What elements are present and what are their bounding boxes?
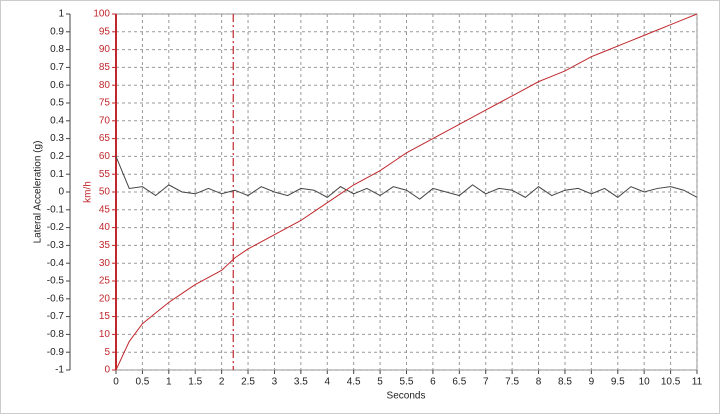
y-tick-label: -1	[55, 365, 64, 376]
x-tick-label: 0.5	[135, 377, 149, 388]
y2-tick-label: 50	[99, 187, 111, 198]
x-tick-label: 9.5	[611, 377, 625, 388]
y2-tick-label: 95	[99, 26, 111, 37]
y-tick-label: -0.5	[47, 276, 65, 287]
y-tick-label: 0.9	[50, 26, 64, 37]
x-tick-label: 5.5	[400, 377, 414, 388]
y-tick-label: 0.3	[50, 133, 64, 144]
y2-axis-label: km/h	[83, 181, 94, 203]
y2-tick-label: 75	[99, 98, 111, 109]
x-tick-label: 2.5	[241, 377, 255, 388]
y-tick-label: -0.8	[47, 329, 65, 340]
y2-tick-label: 65	[99, 133, 111, 144]
y-tick-label: 0.8	[50, 44, 64, 55]
y-axis-label: Lateral Acceleration (g)	[33, 141, 44, 244]
y-tick-label: 0.4	[50, 115, 64, 126]
y2-tick-label: 25	[99, 276, 111, 287]
x-tick-label: 2	[219, 377, 225, 388]
y-tick-label: -0.1	[47, 204, 65, 215]
y-tick-label: 0.5	[50, 98, 64, 109]
y-tick-label: 0.1	[50, 169, 64, 180]
y-tick-label: -0.9	[47, 347, 65, 358]
x-tick-label: 10	[639, 377, 651, 388]
y-tick-label: 0.6	[50, 80, 64, 91]
y-tick-label: -0.6	[47, 293, 65, 304]
x-tick-label: 8	[536, 377, 542, 388]
series-line	[115, 156, 698, 200]
y2-tick-label: 30	[99, 258, 111, 269]
y2-tick-label: 10	[99, 329, 111, 340]
x-tick-label: 10.5	[661, 377, 681, 388]
x-tick-label: 8.5	[558, 377, 572, 388]
x-tick-label: 4.5	[347, 377, 361, 388]
y-tick-label: -0.7	[47, 311, 65, 322]
x-tick-label: 6	[430, 377, 436, 388]
x-tick-label: 6.5	[452, 377, 466, 388]
x-tick-label: 1	[166, 377, 172, 388]
x-tick-label: 7	[483, 377, 489, 388]
y2-tick-label: 55	[99, 169, 111, 180]
x-tick-label: 4	[324, 377, 330, 388]
y2-tick-label: 5	[104, 347, 110, 358]
y2-tick-label: 15	[99, 311, 111, 322]
y2-tick-label: 70	[99, 115, 111, 126]
y-tick-label: 1	[58, 9, 64, 20]
y2-tick-label: 100	[93, 9, 110, 20]
x-tick-label: 1.5	[188, 377, 202, 388]
x-tick-label: 7.5	[505, 377, 519, 388]
x-tick-label: 0	[113, 377, 119, 388]
y2-tick-label: 90	[99, 44, 111, 55]
y-tick-label: -0.3	[47, 240, 65, 251]
y2-tick-label: 0	[104, 365, 110, 376]
y-tick-label: -0.4	[47, 258, 65, 269]
x-tick-label: 3	[272, 377, 278, 388]
y-tick-label: 0.2	[50, 151, 64, 162]
y2-tick-label: 85	[99, 62, 111, 73]
y2-tick-label: 45	[99, 204, 111, 215]
y-tick-label: -0.2	[47, 222, 65, 233]
x-tick-label: 3.5	[294, 377, 308, 388]
series-line	[115, 13, 698, 371]
x-tick-label: 5	[377, 377, 383, 388]
x-tick-label: 11	[692, 377, 703, 388]
y2-tick-label: 40	[99, 222, 111, 233]
y-tick-label: 0	[58, 187, 64, 198]
y-tick-label: 0.7	[50, 62, 64, 73]
y2-tick-label: 80	[99, 80, 111, 91]
x-axis-label: Seconds	[387, 391, 426, 402]
x-tick-label: 9	[589, 377, 595, 388]
y2-tick-label: 35	[99, 240, 111, 251]
y2-tick-label: 20	[99, 293, 111, 304]
y2-tick-label: 60	[99, 151, 111, 162]
